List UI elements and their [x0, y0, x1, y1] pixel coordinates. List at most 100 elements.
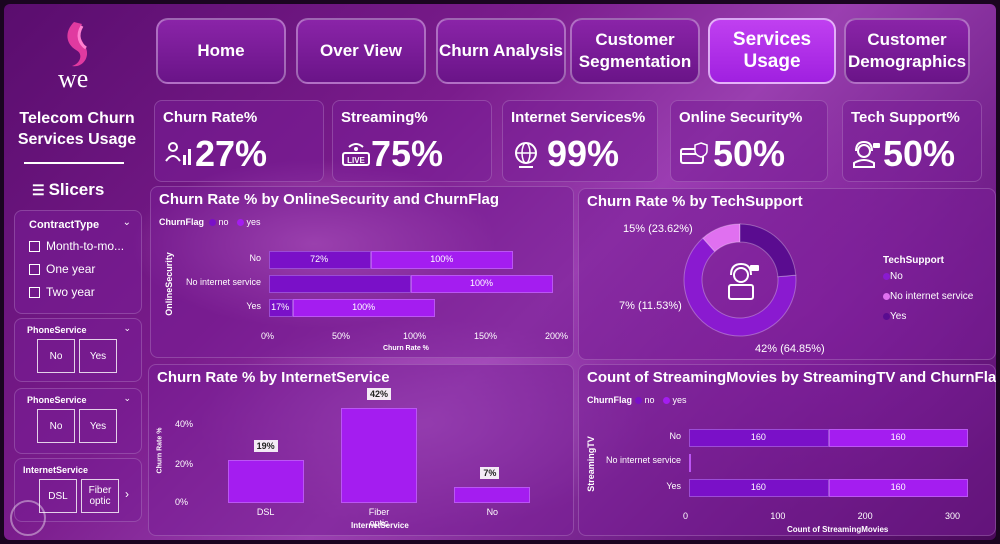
y-tick: 20% — [175, 459, 194, 469]
legend-title: ChurnFlag — [587, 395, 632, 405]
data-label: 72% — [310, 254, 329, 264]
kpi-internet-services: Internet Services% 99% — [502, 100, 658, 182]
x-axis-label: Churn Rate % — [383, 345, 429, 352]
legend-item-no: No — [883, 271, 903, 282]
bar — [269, 251, 372, 269]
contract-option-one-year[interactable]: One year — [29, 262, 95, 276]
corner-watermark-icon — [10, 500, 46, 536]
kpi-title: Tech Support% — [851, 109, 960, 126]
slice-label-yes: 15% (23.62%) — [623, 223, 693, 235]
bar — [689, 454, 691, 472]
nav-customer-demographics-button[interactable]: Customer Demographics — [844, 18, 970, 84]
y-axis-label: OnlineSecurity — [163, 252, 174, 316]
nav-services-usage-button[interactable]: Services Usage — [708, 18, 836, 84]
bar — [828, 479, 969, 497]
chevron-right-icon[interactable]: › — [125, 487, 129, 501]
phone-yes-button[interactable]: Yes — [79, 409, 117, 443]
x-tick: 200 — [857, 511, 873, 521]
data-label: 17% — [271, 302, 290, 312]
x-axis: 0 100 200 300 — [683, 511, 960, 523]
legend-swatch-no — [635, 397, 642, 405]
phone-service-slicer-2: PhoneService ⌄ No Yes — [14, 388, 142, 454]
nav-home-button[interactable]: Home — [156, 18, 286, 84]
contract-option-month[interactable]: Month-to-mo... — [29, 239, 124, 253]
data-label: 100% — [352, 302, 376, 312]
contract-slicer-title: ContractType — [29, 219, 100, 231]
kpi-value: 27% — [195, 133, 268, 174]
kpi-title: Churn Rate% — [163, 109, 258, 126]
x-tick: 50% — [332, 331, 351, 341]
logo-text: we — [58, 64, 89, 93]
phone-service-slicer-1: PhoneService ⌄ No Yes — [14, 318, 142, 382]
category-label: No internet service — [605, 455, 681, 465]
nav-overview-button[interactable]: Over View — [296, 18, 426, 84]
we-logo: we — [46, 14, 116, 94]
chevron-down-icon[interactable]: ⌄ — [123, 323, 131, 333]
kpi-value: 50% — [713, 133, 786, 174]
chart-internet-service: Churn Rate % by InternetService Churn Ra… — [148, 364, 574, 536]
category-label: DSL — [256, 507, 275, 517]
slice-label-nis: 7% (11.53%) — [619, 300, 682, 312]
data-label: 42% — [367, 387, 392, 400]
legend-item-nis: No internet service — [883, 291, 973, 302]
legend-swatch-yes — [237, 219, 244, 227]
legend-swatch-yes — [663, 397, 670, 405]
category-label: No — [486, 507, 499, 517]
bar — [411, 275, 553, 293]
phone-no-button[interactable]: No — [37, 339, 75, 373]
x-axis-label: InternetService — [351, 521, 409, 530]
slicers-label: Slicers — [48, 180, 105, 199]
chart-title: Churn Rate % by InternetService — [157, 369, 390, 386]
phone-slicer-title: PhoneService — [27, 395, 87, 405]
x-tick: 0% — [261, 331, 275, 341]
x-axis: 0% 50% 100% 150% 200% — [261, 331, 568, 343]
bar — [227, 459, 304, 503]
internet-dsl-button[interactable]: DSL — [39, 479, 77, 513]
chart-title: Count of StreamingMovies by StreamingTV … — [587, 369, 996, 386]
chevron-down-icon[interactable]: ⌄ — [123, 393, 131, 403]
x-tick: 0 — [683, 511, 689, 521]
plot-area: 72% 100% 100% 17% 100% — [269, 249, 553, 321]
bar — [341, 407, 417, 503]
phone-yes-button[interactable]: Yes — [79, 339, 117, 373]
x-tick: 200% — [545, 331, 569, 341]
y-axis-label: Churn Rate % — [156, 427, 164, 474]
contract-option-two-year[interactable]: Two year — [29, 285, 95, 299]
legend-item-yes: Yes — [883, 311, 906, 322]
internet-fiber-button[interactable]: Fiber optic — [81, 479, 119, 513]
bar — [293, 299, 436, 317]
legend-swatch-no — [209, 219, 216, 227]
bar — [828, 429, 969, 447]
kpi-tech-support: Tech Support% 50% — [842, 100, 982, 182]
chart-online-security: Churn Rate % by OnlineSecurity and Churn… — [150, 186, 574, 358]
y-tick: 0% — [175, 497, 189, 507]
bar — [269, 299, 294, 317]
legend-item-no: no — [635, 395, 655, 405]
nav-customer-segmentation-button[interactable]: Customer Segmentation — [570, 18, 700, 84]
data-label: 160 — [890, 432, 906, 442]
logo-swirl-icon — [67, 22, 88, 67]
internet-service-slicer: InternetService DSL Fiber optic › — [14, 458, 142, 522]
kpi-value: 75% — [371, 133, 444, 174]
slicers-header: ☰ Slicers — [32, 180, 104, 200]
secure-card-icon — [680, 142, 708, 164]
data-label: 100% — [470, 278, 494, 288]
sidebar-title: Telecom Churn Services Usage — [17, 110, 137, 148]
phone-no-button[interactable]: No — [37, 409, 75, 443]
dashboard-screen: we Home Over View Churn Analysis Custome… — [4, 4, 996, 540]
sliders-icon: ☰ — [32, 182, 45, 198]
data-label: 160 — [750, 482, 766, 492]
kpi-title: Online Security% — [679, 109, 803, 126]
nav-churn-analysis-button[interactable]: Churn Analysis — [436, 18, 566, 84]
data-label: 160 — [890, 482, 906, 492]
kpi-title: Internet Services% — [511, 109, 646, 126]
donut-slice — [739, 223, 797, 278]
kpi-churn-rate: Churn Rate% 27% — [154, 100, 324, 182]
bar — [689, 429, 829, 447]
chevron-down-icon[interactable]: ⌄ — [122, 217, 131, 228]
support-agent-icon — [853, 140, 880, 168]
data-label: 100% — [430, 254, 454, 264]
internet-slicer-title: InternetService — [23, 465, 89, 475]
category-label: No — [669, 431, 681, 441]
chart-streaming: Count of StreamingMovies by StreamingTV … — [578, 364, 996, 536]
